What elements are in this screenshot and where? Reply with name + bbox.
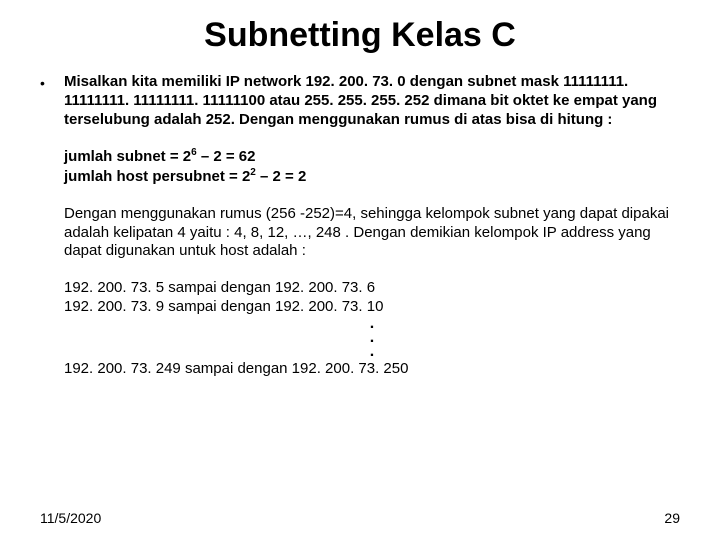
subnet-label: jumlah subnet = 2: [64, 148, 191, 165]
subnet-formula: jumlah subnet = 26 – 2 = 62: [64, 147, 680, 167]
intro-paragraph: Misalkan kita memiliki IP network 192. 2…: [64, 73, 680, 129]
slide-title: Subnetting Kelas C: [40, 16, 680, 55]
footer: 11/5/2020 29: [40, 510, 680, 526]
host-label: jumlah host persubnet = 2: [64, 168, 250, 185]
range-line: 192. 200. 73. 5 sampai dengan 192. 200. …: [64, 279, 680, 298]
subnet-tail: – 2 = 62: [197, 148, 256, 165]
host-formula: jumlah host persubnet = 22 – 2 = 2: [64, 167, 680, 187]
host-tail: – 2 = 2: [256, 168, 306, 185]
slide-body: • Misalkan kita memiliki IP network 192.…: [40, 73, 680, 378]
range-line: 192. 200. 73. 9 sampai dengan 192. 200. …: [64, 298, 680, 317]
footer-date: 11/5/2020: [40, 510, 101, 526]
content-area: Misalkan kita memiliki IP network 192. 2…: [64, 73, 680, 378]
formula-block: jumlah subnet = 26 – 2 = 62 jumlah host …: [64, 147, 680, 187]
ellipsis-dot: .: [64, 345, 680, 359]
bullet-marker: •: [40, 73, 64, 378]
explain-paragraph: Dengan menggunakan rumus (256 -252)=4, s…: [64, 205, 680, 261]
footer-page-number: 29: [664, 510, 680, 526]
range-line: 192. 200. 73. 249 sampai dengan 192. 200…: [64, 360, 680, 379]
range-list: 192. 200. 73. 5 sampai dengan 192. 200. …: [64, 279, 680, 378]
slide: Subnetting Kelas C • Misalkan kita memil…: [0, 0, 720, 540]
